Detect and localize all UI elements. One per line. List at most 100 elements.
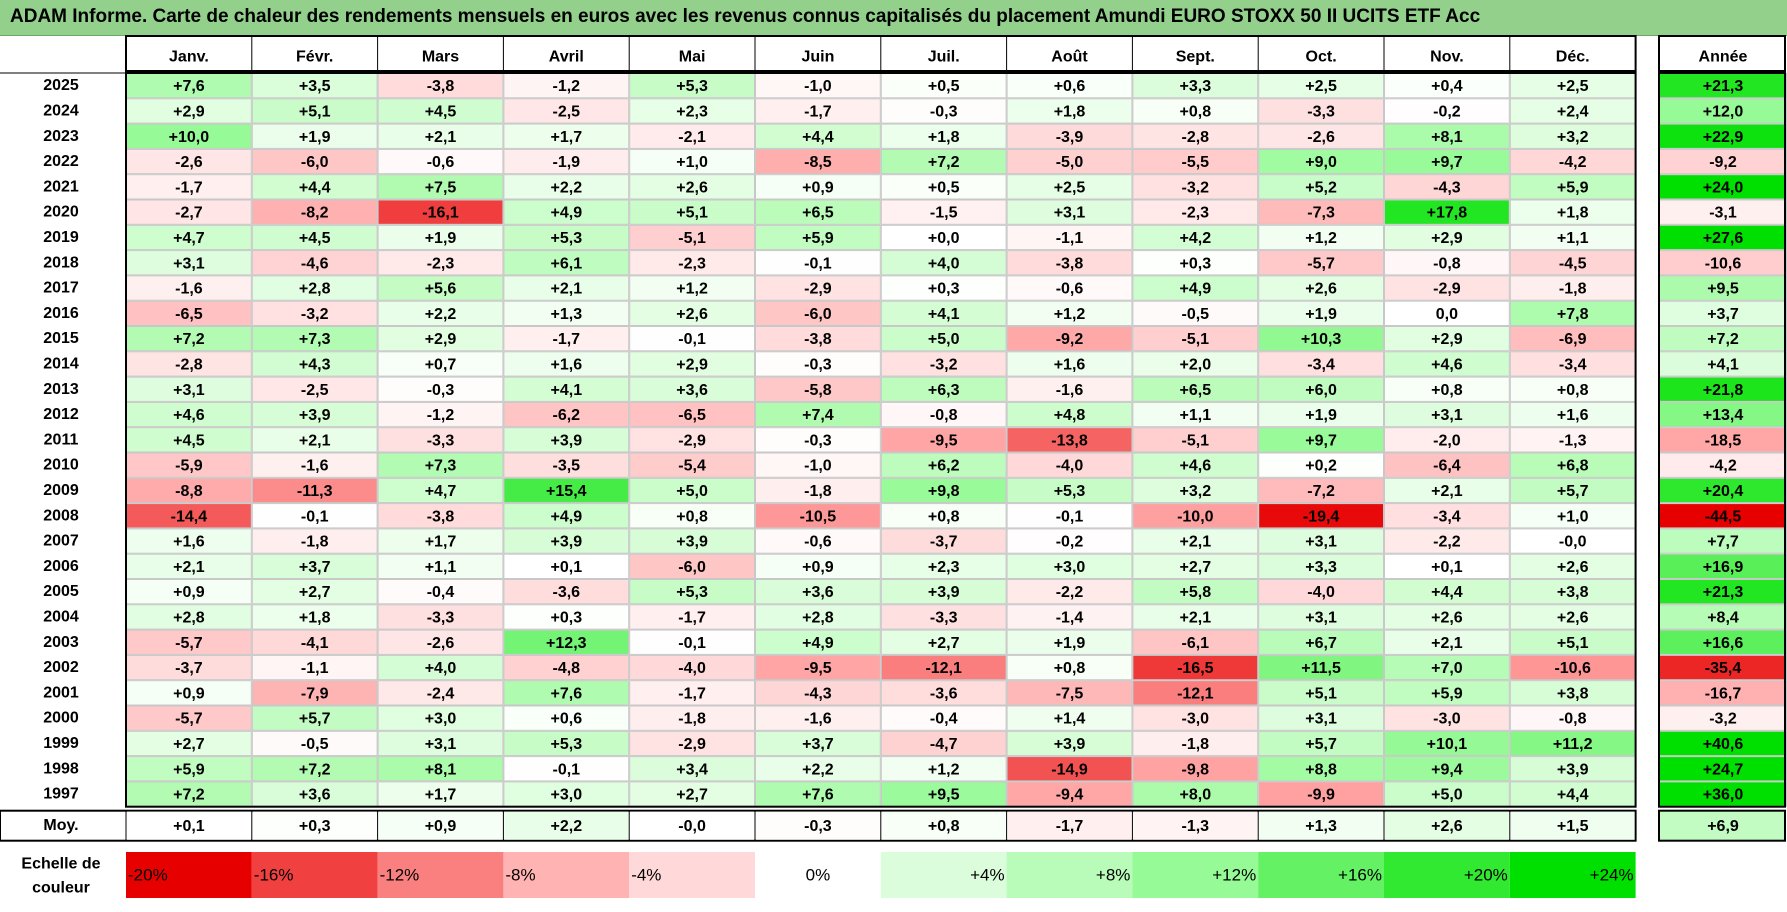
cell-value: -5,8 <box>804 382 832 399</box>
row-year-label: 1998 <box>43 760 79 777</box>
cell-value: -16,1 <box>422 205 459 222</box>
year-total-value: -3,2 <box>1709 711 1737 728</box>
heatmap-cell <box>1258 452 1384 478</box>
heatmap-cell <box>503 629 630 655</box>
year-total-value: +12,0 <box>1703 103 1744 120</box>
heatmap-cell <box>1509 73 1636 99</box>
cell-value: +1,9 <box>1054 635 1086 652</box>
cell-value: +8,8 <box>1305 761 1337 778</box>
heatmap-cell <box>1509 654 1636 681</box>
cell-value: +3,1 <box>425 736 457 753</box>
cell-value: +4,9 <box>1180 281 1212 298</box>
row-year-label: 2016 <box>43 305 79 322</box>
heatmap-cell <box>755 629 881 655</box>
cell-value: +4,1 <box>928 306 960 323</box>
heatmap-cell <box>1384 503 1510 529</box>
cell-value: +3,9 <box>1054 736 1086 753</box>
cell-value: +0,3 <box>928 281 960 298</box>
cell-value: +3,1 <box>173 382 205 399</box>
heatmap-cell <box>629 250 756 276</box>
cell-value: -9,5 <box>930 432 958 449</box>
heatmap-cell <box>1006 756 1133 782</box>
row-year-label: 2021 <box>43 178 79 195</box>
heatmap-cell <box>1509 174 1636 200</box>
cell-value: -4,0 <box>1056 458 1084 475</box>
heatmap-cell <box>377 553 504 580</box>
heatmap-cell <box>1509 756 1636 782</box>
heatmap-cell <box>1384 452 1510 478</box>
heatmap-cell <box>1258 579 1384 605</box>
cell-value: +0,8 <box>928 508 960 525</box>
heatmap-cell <box>251 376 378 402</box>
cell-value: +5,3 <box>676 584 708 601</box>
cell-value: -1,7 <box>678 609 706 626</box>
cell-value: -8,5 <box>804 154 832 171</box>
heatmap-cell <box>1132 629 1259 655</box>
scale-swatch <box>377 852 504 898</box>
cell-value: +5,0 <box>676 483 708 500</box>
cell-value: +0,8 <box>1557 382 1589 399</box>
heatmap-cell <box>1509 579 1636 605</box>
cell-value: -1,6 <box>1056 382 1084 399</box>
heatmap-cell <box>1258 781 1384 807</box>
year-total-value: -16,7 <box>1705 685 1742 702</box>
cell-value: +2,6 <box>676 179 708 196</box>
scale-step-label: -20% <box>128 866 168 885</box>
cell-value: -1,2 <box>553 78 581 95</box>
year-total-cell <box>1659 654 1787 681</box>
heatmap-cell <box>1132 376 1259 402</box>
cell-value: +2,9 <box>173 103 205 120</box>
heatmap-cell <box>880 326 1007 352</box>
cell-value: +5,1 <box>1557 635 1589 652</box>
year-total-cell <box>1659 756 1787 782</box>
heatmap-cell <box>377 427 504 453</box>
scale-swatch <box>126 852 252 898</box>
cell-value: +3,3 <box>1305 559 1337 576</box>
cell-value: +4,6 <box>1431 356 1463 373</box>
heatmap-cell <box>503 528 630 554</box>
heatmap-cell <box>1258 376 1384 402</box>
year-total-value: +9,5 <box>1707 281 1739 298</box>
year-total-value: +16,9 <box>1703 559 1744 576</box>
heatmap-cell <box>251 528 378 554</box>
cell-value: -6,2 <box>553 407 581 424</box>
cell-value: +0,0 <box>928 230 960 247</box>
cell-value: -5,5 <box>1182 154 1210 171</box>
cell-value: +3,1 <box>1305 711 1337 728</box>
heatmap-cell <box>755 756 881 782</box>
cell-value: +2,5 <box>1305 78 1337 95</box>
heatmap-cell <box>1006 224 1133 251</box>
cell-value: -2,8 <box>175 356 203 373</box>
cell-value: +2,8 <box>299 281 331 298</box>
heatmap-cell <box>503 579 630 605</box>
row-year-label: 2015 <box>43 330 79 347</box>
heatmap-cell <box>1258 98 1384 124</box>
cell-value: +2,6 <box>1557 609 1589 626</box>
heatmap-cell <box>629 174 756 200</box>
average-value: +0,9 <box>425 818 457 835</box>
cell-value: +4,9 <box>802 635 834 652</box>
row-year-label: 2006 <box>43 558 79 575</box>
heatmap-cell <box>251 756 378 782</box>
cell-value: +5,1 <box>1305 685 1337 702</box>
row-year-label: 2025 <box>43 77 79 94</box>
year-total-value: -18,5 <box>1705 432 1742 449</box>
heatmap-cell <box>503 756 630 782</box>
heatmap-cell <box>377 477 504 504</box>
cell-value: +1,2 <box>676 281 708 298</box>
heatmap-cell <box>251 148 378 175</box>
year-total-value: +20,4 <box>1703 483 1744 500</box>
heatmap-cell <box>629 756 756 782</box>
cell-value: +11,5 <box>1301 660 1341 677</box>
heatmap-cell <box>1384 224 1510 251</box>
row-year-label: 2001 <box>43 684 79 701</box>
row-year-label: 2022 <box>43 153 79 170</box>
heatmap-cell <box>503 553 630 580</box>
cell-value: +1,1 <box>425 559 457 576</box>
row-year-label: 2017 <box>43 280 79 297</box>
heatmap-cell <box>503 427 630 453</box>
cell-value: +6,5 <box>802 205 834 222</box>
cell-value: -5,7 <box>1307 255 1335 272</box>
scale-step-label: +12% <box>1212 866 1256 885</box>
scale-step-label: -12% <box>380 866 420 885</box>
